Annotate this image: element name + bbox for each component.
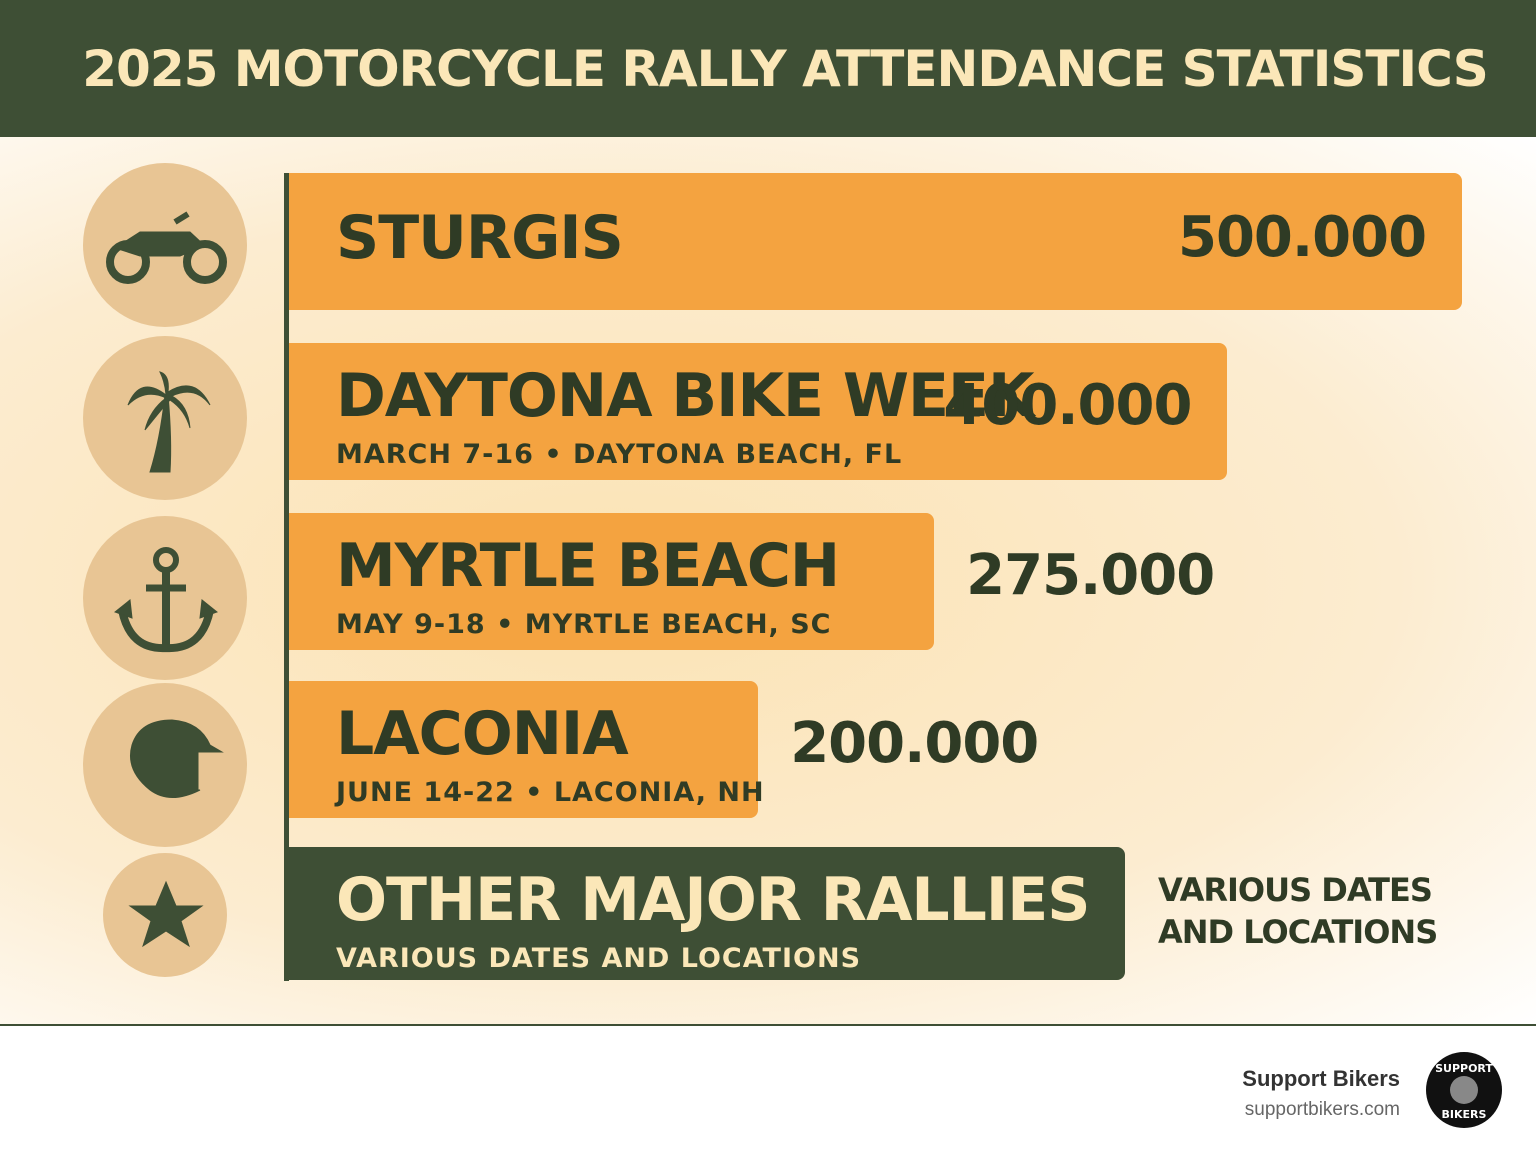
value-label: 500.000 bbox=[1178, 205, 1427, 270]
category-label: LACONIA bbox=[336, 699, 629, 769]
subtitle: MAY 9-18 • MYRTLE BEACH, SC bbox=[336, 609, 832, 640]
logo-top: SUPPORT bbox=[1435, 1062, 1493, 1075]
bar bbox=[286, 847, 1125, 980]
bar bbox=[289, 343, 1228, 480]
logo: SUPPORT BIKERS bbox=[1426, 1052, 1502, 1128]
footer-rule bbox=[0, 1024, 1536, 1026]
value-label: VARIOUS DATES AND LOCATIONS bbox=[1158, 871, 1438, 951]
subtitle: MARCH 7-16 • DAYTONA BEACH, FL bbox=[336, 439, 903, 470]
value-label: 275.000 bbox=[966, 543, 1215, 608]
category-label: DAYTONA BIKE WEEK bbox=[336, 361, 1034, 431]
category-label: OTHER MAJOR RALLIES bbox=[336, 865, 1090, 935]
url: supportbikers.com bbox=[1244, 1099, 1400, 1120]
category-label: STURGIS bbox=[336, 203, 624, 273]
bar bbox=[289, 681, 759, 818]
title-band: 2025 MOTORCYCLE RALLY ATTENDANCE STATIST… bbox=[0, 0, 1536, 137]
logo-bottom: BIKERS bbox=[1442, 1108, 1487, 1121]
subtitle: JUNE 14-22 • LACONIA, NH bbox=[336, 777, 765, 808]
chart-title: 2025 MOTORCYCLE RALLY ATTENDANCE STATIST… bbox=[82, 40, 1489, 98]
bar bbox=[289, 513, 935, 650]
value-label: 200.000 bbox=[790, 711, 1039, 776]
axis-line bbox=[284, 173, 289, 981]
value-label: 400.000 bbox=[943, 373, 1192, 438]
brand: Support Bikers bbox=[1242, 1066, 1400, 1091]
bar bbox=[289, 173, 1462, 310]
category-label: MYRTLE BEACH bbox=[336, 531, 840, 601]
subtitle: VARIOUS DATES AND LOCATIONS bbox=[336, 943, 862, 974]
